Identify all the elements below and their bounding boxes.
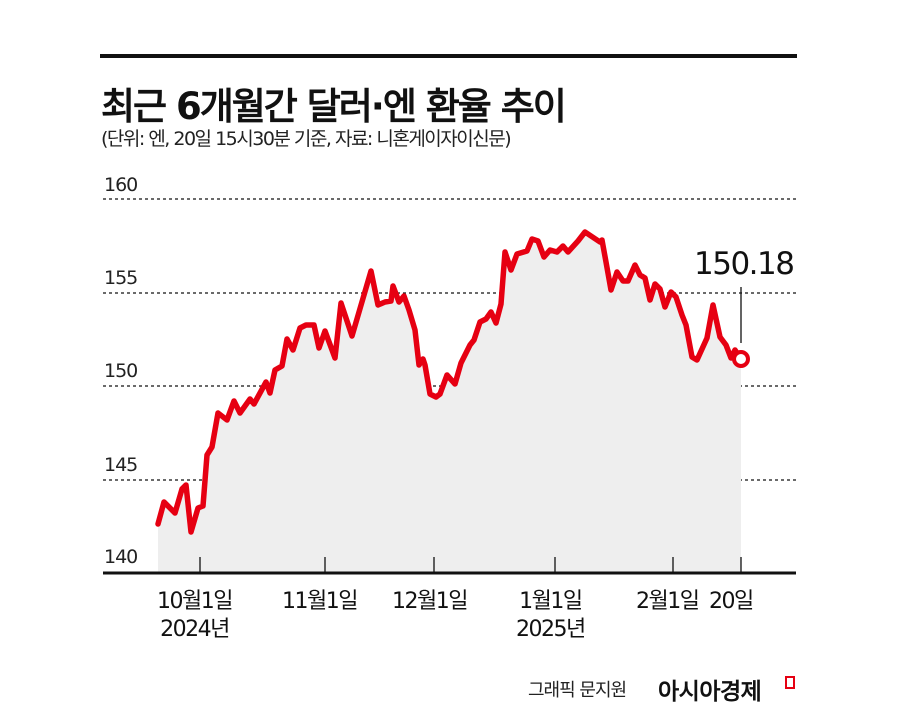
x-tick-label-feb: 2월1일	[636, 588, 700, 616]
graphic-credit: 그래픽 문지원	[528, 680, 627, 701]
y-tick-145: 145	[104, 454, 138, 476]
x-tick-date: 11월1일	[282, 589, 358, 614]
x-tick-date: 12월1일	[392, 589, 468, 614]
x-ticks	[199, 557, 742, 573]
area-fill	[158, 232, 741, 573]
exchange-rate-line	[155, 229, 744, 535]
y-tick-150: 150	[104, 360, 138, 382]
y-tick-160: 160	[104, 174, 138, 196]
x-tick-label-20: 20일	[709, 588, 754, 616]
brand-logo-text: 아시아경제	[658, 679, 762, 705]
top-rule	[100, 54, 797, 58]
chart-subtitle: (단위: 엔, 20일 15시30분 기준, 자료: 니혼게이자이신문)	[101, 128, 512, 150]
x-tick-label-dec: 12월1일	[392, 588, 468, 616]
x-tick-year: 2025년	[516, 617, 586, 642]
last-value-callout: 150.18	[694, 246, 795, 282]
x-tick-date: 2월1일	[636, 589, 700, 614]
y-tick-155: 155	[104, 267, 138, 289]
x-tick-year: 2024년	[160, 617, 230, 642]
x-tick-label-oct: 10월1일 2024년	[157, 588, 233, 644]
brand-mark-icon	[785, 676, 795, 689]
chart-title: 최근 6개월간 달러·엔 환율 추이	[101, 85, 567, 128]
x-tick-label-nov: 11월1일	[282, 588, 358, 616]
x-tick-date: 1월1일	[519, 589, 583, 614]
x-tick-date: 10월1일	[157, 589, 233, 614]
x-tick-date: 20일	[709, 589, 754, 614]
x-tick-label-jan: 1월1일 2025년	[516, 588, 586, 644]
y-tick-140: 140	[104, 546, 138, 568]
last-point-marker	[732, 350, 750, 368]
